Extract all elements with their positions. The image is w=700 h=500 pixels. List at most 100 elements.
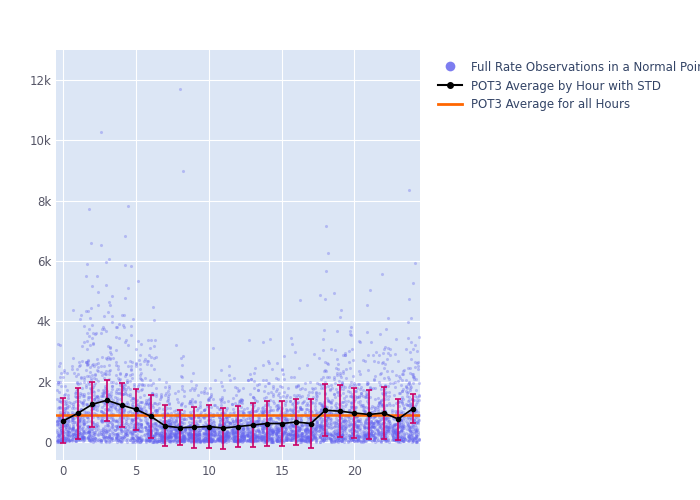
Point [309, 432, 320, 440]
Point [365, 428, 377, 436]
Point [235, 398, 246, 406]
Point [140, 432, 151, 440]
Point [335, 306, 346, 314]
Point [301, 412, 312, 420]
Point [242, 408, 253, 416]
Point [186, 430, 197, 438]
Point [104, 344, 116, 352]
Point [101, 370, 112, 378]
Point [245, 429, 256, 437]
Point [81, 336, 92, 344]
Point [122, 341, 134, 349]
Point [338, 389, 349, 397]
Point [363, 430, 374, 438]
Point [258, 420, 270, 428]
Point [209, 424, 220, 432]
Point [234, 437, 246, 445]
Point [162, 434, 174, 442]
Point [405, 411, 416, 419]
Point [208, 420, 219, 428]
Point [164, 404, 176, 411]
Point [236, 433, 247, 441]
Point [106, 398, 118, 406]
Point [267, 430, 278, 438]
Point [383, 417, 394, 425]
Point [144, 428, 155, 436]
Point [377, 396, 388, 404]
Point [290, 412, 301, 420]
Point [275, 430, 286, 438]
Point [248, 431, 260, 439]
Point [291, 418, 302, 426]
Point [183, 412, 194, 420]
Point [324, 386, 335, 394]
Point [266, 424, 277, 432]
Point [295, 405, 306, 413]
Point [231, 413, 242, 421]
Point [398, 434, 409, 442]
Point [193, 412, 204, 420]
Point [142, 356, 153, 364]
Point [166, 427, 177, 435]
Point [57, 434, 68, 442]
Point [237, 432, 248, 440]
Point [145, 436, 156, 444]
Point [253, 380, 265, 388]
Point [284, 430, 295, 438]
Point [368, 422, 379, 430]
Point [302, 414, 314, 422]
Point [193, 430, 204, 438]
Point [295, 436, 306, 444]
Point [70, 437, 81, 445]
Point [146, 400, 158, 408]
Point [173, 428, 184, 436]
Point [211, 430, 223, 438]
Point [354, 411, 365, 419]
Point [104, 402, 116, 410]
Point [303, 388, 314, 396]
Point [214, 411, 225, 419]
Point [223, 432, 234, 440]
Point [148, 391, 159, 399]
Point [379, 437, 390, 445]
Point [78, 401, 89, 409]
Point [257, 418, 268, 426]
Point [414, 334, 425, 342]
Point [233, 436, 244, 444]
Point [253, 435, 265, 443]
Point [382, 426, 393, 434]
Point [379, 415, 390, 423]
Point [217, 433, 228, 441]
Point [212, 424, 223, 432]
Point [87, 320, 98, 328]
Point [76, 430, 88, 438]
Point [91, 393, 102, 401]
Point [145, 434, 156, 442]
Point [364, 424, 375, 432]
Point [413, 358, 424, 366]
Point [368, 436, 379, 444]
Point [297, 422, 308, 430]
Point [78, 432, 89, 440]
Point [331, 434, 342, 442]
Point [387, 436, 398, 444]
Point [228, 436, 239, 444]
Point [75, 429, 86, 437]
Point [280, 436, 291, 444]
Point [404, 436, 415, 444]
Point [197, 424, 208, 432]
Point [256, 422, 267, 430]
Point [228, 426, 239, 434]
Point [404, 382, 415, 390]
Point [262, 401, 274, 409]
Point [231, 391, 242, 399]
Point [336, 422, 347, 430]
Point [258, 407, 269, 415]
Point [286, 434, 297, 442]
Point [234, 429, 245, 437]
Point [89, 395, 100, 403]
Point [317, 384, 328, 392]
Point [329, 390, 340, 398]
Point [230, 434, 241, 442]
Point [91, 419, 102, 427]
